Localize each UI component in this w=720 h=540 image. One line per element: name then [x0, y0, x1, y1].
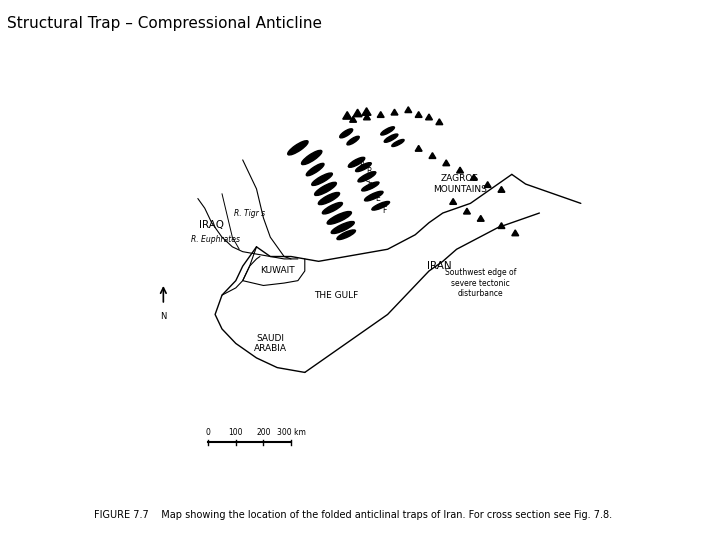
Ellipse shape — [372, 201, 390, 210]
Polygon shape — [443, 160, 450, 166]
Ellipse shape — [331, 221, 354, 233]
Text: FIGURE 7.7    Map showing the location of the folded anticlinal traps of Iran. F: FIGURE 7.7 Map showing the location of t… — [94, 510, 612, 521]
Polygon shape — [512, 230, 518, 236]
Polygon shape — [426, 114, 433, 120]
Polygon shape — [464, 208, 470, 214]
Ellipse shape — [392, 139, 404, 146]
Text: R. Euphrates: R. Euphrates — [191, 235, 240, 244]
Polygon shape — [391, 109, 398, 115]
Polygon shape — [405, 107, 412, 112]
Ellipse shape — [315, 183, 336, 195]
Text: D: D — [367, 182, 373, 191]
Polygon shape — [485, 181, 491, 187]
Ellipse shape — [384, 134, 398, 143]
Ellipse shape — [318, 192, 340, 205]
Ellipse shape — [364, 191, 383, 201]
Ellipse shape — [327, 212, 351, 224]
Polygon shape — [415, 145, 422, 151]
Text: KUWAIT: KUWAIT — [260, 267, 294, 275]
Ellipse shape — [312, 173, 333, 185]
Text: A: A — [360, 160, 365, 169]
Polygon shape — [470, 174, 477, 180]
Text: R. Tigr s: R. Tigr s — [234, 208, 265, 218]
Text: 100: 100 — [228, 428, 243, 437]
Polygon shape — [498, 186, 505, 192]
Polygon shape — [477, 215, 485, 221]
Ellipse shape — [347, 136, 359, 145]
Text: Southwest edge of
severe tectonic
disturbance: Southwest edge of severe tectonic distur… — [445, 268, 516, 298]
Text: C: C — [364, 175, 369, 184]
Ellipse shape — [348, 157, 365, 167]
Polygon shape — [364, 114, 370, 120]
Ellipse shape — [361, 182, 379, 191]
Polygon shape — [450, 199, 456, 204]
Polygon shape — [436, 119, 443, 125]
Ellipse shape — [306, 163, 324, 176]
Polygon shape — [415, 112, 422, 117]
Ellipse shape — [288, 141, 308, 155]
Polygon shape — [498, 222, 505, 228]
Ellipse shape — [358, 172, 376, 182]
Ellipse shape — [302, 150, 322, 165]
Text: SAUDI
ARABIA: SAUDI ARABIA — [254, 334, 287, 353]
Polygon shape — [456, 167, 464, 173]
Text: IRAQ: IRAQ — [199, 220, 224, 230]
Text: THE GULF: THE GULF — [314, 291, 358, 300]
Text: F: F — [382, 206, 387, 215]
Ellipse shape — [356, 163, 372, 172]
Polygon shape — [343, 112, 351, 119]
Text: ZAGROS
MOUNTAINS: ZAGROS MOUNTAINS — [433, 174, 487, 194]
Text: 200: 200 — [256, 428, 271, 437]
Text: B: B — [366, 167, 372, 177]
Text: N: N — [160, 312, 166, 321]
Polygon shape — [362, 108, 371, 115]
Ellipse shape — [381, 127, 395, 135]
Polygon shape — [350, 117, 356, 122]
Polygon shape — [377, 112, 384, 117]
Text: E: E — [375, 194, 379, 203]
Polygon shape — [429, 153, 436, 158]
Text: 300 km: 300 km — [276, 428, 305, 437]
Ellipse shape — [323, 202, 343, 214]
Text: Structural Trap – Compressional Anticline: Structural Trap – Compressional Anticlin… — [7, 16, 323, 31]
Text: 0: 0 — [206, 428, 211, 437]
Polygon shape — [353, 109, 362, 117]
Ellipse shape — [340, 129, 353, 138]
Ellipse shape — [337, 230, 356, 240]
Text: IRAN: IRAN — [427, 261, 451, 271]
